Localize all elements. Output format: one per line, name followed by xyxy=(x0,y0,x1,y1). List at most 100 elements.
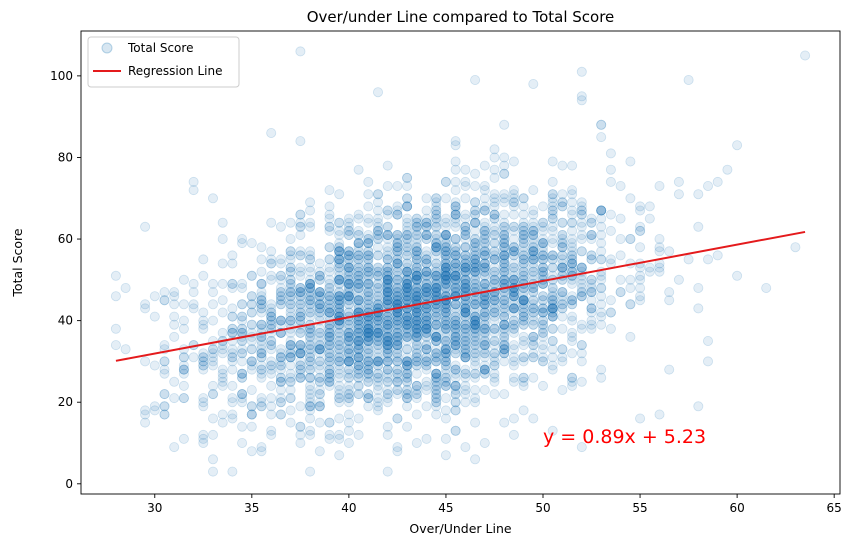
scatter-point xyxy=(489,307,500,318)
scatter-point xyxy=(334,450,345,461)
scatter-point xyxy=(596,205,607,216)
scatter-point xyxy=(392,295,403,306)
scatter-point xyxy=(334,433,345,444)
scatter-point xyxy=(411,274,422,285)
scatter-point xyxy=(508,185,519,196)
scatter-point xyxy=(256,295,267,306)
scatter-point xyxy=(470,254,481,265)
legend-label-regression: Regression Line xyxy=(128,64,222,78)
scatter-point xyxy=(440,323,451,334)
scatter-point xyxy=(440,380,451,391)
scatter-point xyxy=(295,401,306,412)
scatter-point xyxy=(343,291,354,302)
scatter-point xyxy=(372,368,383,379)
scatter-point xyxy=(538,327,549,338)
scatter-point xyxy=(314,303,325,314)
legend: Total Score Regression Line xyxy=(87,36,240,88)
scatter-point xyxy=(470,323,481,334)
scatter-point xyxy=(305,299,316,310)
scatter-point xyxy=(343,348,354,359)
scatter-point xyxy=(305,303,316,314)
scatter-point xyxy=(353,344,364,355)
scatter-point xyxy=(314,397,325,408)
scatter-point xyxy=(363,250,374,261)
scatter-point xyxy=(343,229,354,240)
scatter-point xyxy=(440,270,451,281)
scatter-point xyxy=(431,335,442,346)
scatter-point xyxy=(237,299,248,310)
scatter-point xyxy=(460,282,471,293)
scatter-point xyxy=(295,287,306,298)
scatter-point xyxy=(499,295,510,306)
scatter-point xyxy=(343,291,354,302)
scatter-point xyxy=(460,213,471,224)
scatter-point xyxy=(372,393,383,404)
scatter-point xyxy=(479,246,490,257)
scatter-point xyxy=(421,323,432,334)
scatter-point xyxy=(275,270,286,281)
scatter-point xyxy=(605,323,616,334)
scatter-point xyxy=(431,319,442,330)
scatter-point xyxy=(431,380,442,391)
scatter-point xyxy=(450,266,461,277)
scatter-point xyxy=(353,238,364,249)
scatter-point xyxy=(402,250,413,261)
scatter-point xyxy=(479,348,490,359)
scatter-point xyxy=(431,352,442,363)
scatter-point xyxy=(324,242,335,253)
scatter-point xyxy=(576,356,587,367)
scatter-point xyxy=(479,437,490,448)
scatter-point xyxy=(470,340,481,351)
scatter-point xyxy=(402,193,413,204)
scatter-point xyxy=(324,429,335,440)
scatter-point xyxy=(605,307,616,318)
scatter-point xyxy=(392,323,403,334)
scatter-point xyxy=(431,331,442,342)
scatter-point xyxy=(392,180,403,191)
scatter-point xyxy=(392,258,403,269)
scatter-point xyxy=(256,291,267,302)
scatter-point xyxy=(343,389,354,400)
scatter-point xyxy=(547,344,558,355)
scatter-point xyxy=(305,344,316,355)
scatter-point xyxy=(567,372,578,383)
scatter-point xyxy=(285,233,296,244)
scatter-point xyxy=(285,278,296,289)
scatter-point xyxy=(324,331,335,342)
scatter-point xyxy=(732,140,743,151)
scatter-point xyxy=(237,323,248,334)
scatter-point xyxy=(402,421,413,432)
scatter-point xyxy=(625,299,636,310)
scatter-point xyxy=(567,189,578,200)
scatter-point xyxy=(421,258,432,269)
scatter-point xyxy=(334,258,345,269)
scatter-point xyxy=(411,352,422,363)
scatter-point xyxy=(275,295,286,306)
scatter-point xyxy=(431,213,442,224)
scatter-point xyxy=(363,401,374,412)
scatter-point xyxy=(382,335,393,346)
scatter-point xyxy=(450,380,461,391)
scatter-point xyxy=(557,384,568,395)
scatter-point xyxy=(518,405,529,416)
scatter-point xyxy=(499,266,510,277)
scatter-point xyxy=(382,287,393,298)
scatter-point xyxy=(411,356,422,367)
scatter-point xyxy=(353,389,364,400)
scatter-point xyxy=(460,442,471,453)
scatter-point xyxy=(489,213,500,224)
scatter-point xyxy=(440,282,451,293)
scatter-point xyxy=(499,229,510,240)
scatter-point xyxy=(470,311,481,322)
scatter-point xyxy=(470,417,481,428)
scatter-point xyxy=(392,319,403,330)
scatter-point xyxy=(470,282,481,293)
scatter-point xyxy=(421,287,432,298)
scatter-point xyxy=(450,270,461,281)
scatter-point xyxy=(392,348,403,359)
scatter-point xyxy=(431,246,442,257)
scatter-point xyxy=(470,217,481,228)
scatter-point xyxy=(295,136,306,147)
scatter-point xyxy=(460,270,471,281)
scatter-point xyxy=(499,307,510,318)
